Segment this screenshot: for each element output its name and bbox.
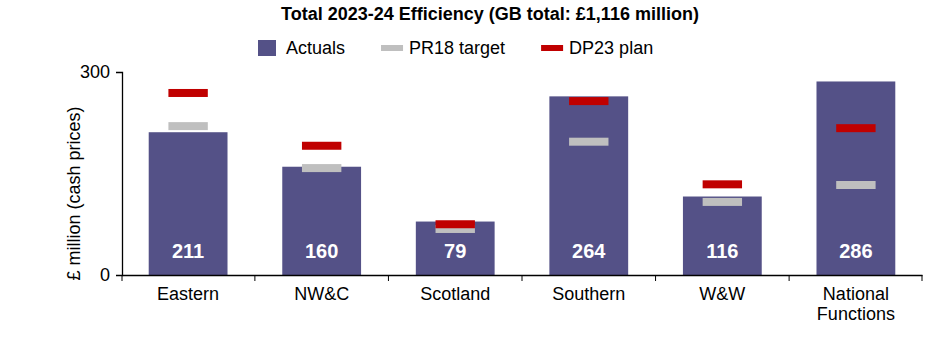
data-label: 116 bbox=[706, 240, 738, 262]
bar bbox=[683, 197, 762, 275]
x-tick-label: NW&C bbox=[294, 284, 349, 304]
y-tick-label: 0 bbox=[100, 265, 110, 285]
y-tick-label: 300 bbox=[80, 62, 110, 82]
x-tick: Southern bbox=[552, 275, 625, 304]
bar bbox=[816, 81, 895, 275]
y-tick-mark bbox=[116, 72, 122, 73]
series-1 bbox=[168, 122, 875, 233]
legend-label: Actuals bbox=[286, 38, 345, 58]
dash-marker bbox=[703, 180, 742, 188]
x-tick-label: NationalFunctions bbox=[817, 284, 895, 324]
data-label: 286 bbox=[839, 240, 872, 262]
dash-marker bbox=[836, 181, 875, 189]
plot: 211 160 79 264 116 286 0 300 Eastern NW&C Scotland… bbox=[80, 62, 923, 323]
category-separator bbox=[655, 275, 656, 281]
x-tick: NW&C bbox=[294, 275, 349, 304]
series-2 bbox=[168, 89, 875, 228]
legend-label: DP23 plan bbox=[569, 38, 653, 58]
x-axis: Eastern NW&C Scotland Southern W&W NationalFu… bbox=[123, 275, 923, 324]
series-0 bbox=[149, 81, 896, 275]
category-separator bbox=[789, 275, 790, 281]
category-separator bbox=[122, 275, 123, 281]
x-tick-label: Eastern bbox=[157, 284, 219, 304]
dash-marker bbox=[436, 220, 475, 228]
legend: Actuals PR18 target DP23 plan bbox=[258, 38, 653, 58]
dash-marker bbox=[168, 89, 207, 97]
y-tick-mark bbox=[116, 275, 122, 276]
category-separators bbox=[122, 275, 922, 281]
x-tick-label: W&W bbox=[699, 284, 745, 304]
y-tick: 300 bbox=[80, 62, 122, 82]
y-axis: 0 300 bbox=[80, 62, 123, 285]
data-label: 211 bbox=[172, 240, 204, 262]
x-tick: Scotland bbox=[420, 275, 490, 304]
chart: Total 2023-24 Efficiency (GB total: £1,1… bbox=[0, 0, 937, 358]
legend-item: DP23 plan bbox=[541, 38, 653, 58]
x-tick: NationalFunctions bbox=[817, 275, 895, 324]
dash-marker bbox=[836, 124, 875, 132]
x-tick: Eastern bbox=[157, 275, 219, 304]
y-axis-line bbox=[116, 73, 123, 276]
legend-item: Actuals bbox=[258, 38, 345, 58]
x-tick-label: Southern bbox=[552, 284, 625, 304]
marks bbox=[149, 81, 896, 275]
dash-marker bbox=[569, 138, 608, 146]
bar bbox=[149, 132, 228, 275]
dash-marker bbox=[703, 198, 742, 206]
dash-marker bbox=[168, 122, 207, 130]
bar bbox=[549, 96, 628, 275]
legend-label: PR18 target bbox=[409, 38, 505, 58]
legend-item: PR18 target bbox=[381, 38, 505, 58]
dash-marker bbox=[569, 97, 608, 105]
data-label: 160 bbox=[305, 240, 338, 262]
category-separator bbox=[522, 275, 523, 281]
data-label: 264 bbox=[572, 240, 606, 262]
y-tick: 0 bbox=[100, 265, 122, 285]
data-label: 79 bbox=[444, 240, 466, 262]
x-tick-label: Scotland bbox=[420, 284, 490, 304]
category-separator bbox=[388, 275, 389, 281]
dash-marker bbox=[302, 142, 341, 150]
y-axis-title: £ million (cash prices) bbox=[64, 106, 84, 280]
dash-marker bbox=[302, 164, 341, 172]
title: Total 2023-24 Efficiency (GB total: £1,1… bbox=[281, 4, 699, 24]
category-separator bbox=[922, 275, 923, 281]
legend-swatch bbox=[258, 40, 276, 56]
legend-swatch bbox=[541, 45, 563, 51]
x-tick: W&W bbox=[699, 275, 745, 304]
category-separator bbox=[254, 275, 255, 281]
legend-swatch bbox=[381, 45, 403, 51]
bar bbox=[282, 167, 361, 275]
bar bbox=[416, 222, 495, 275]
data-labels: 211 160 79 264 116 286 bbox=[172, 240, 873, 262]
